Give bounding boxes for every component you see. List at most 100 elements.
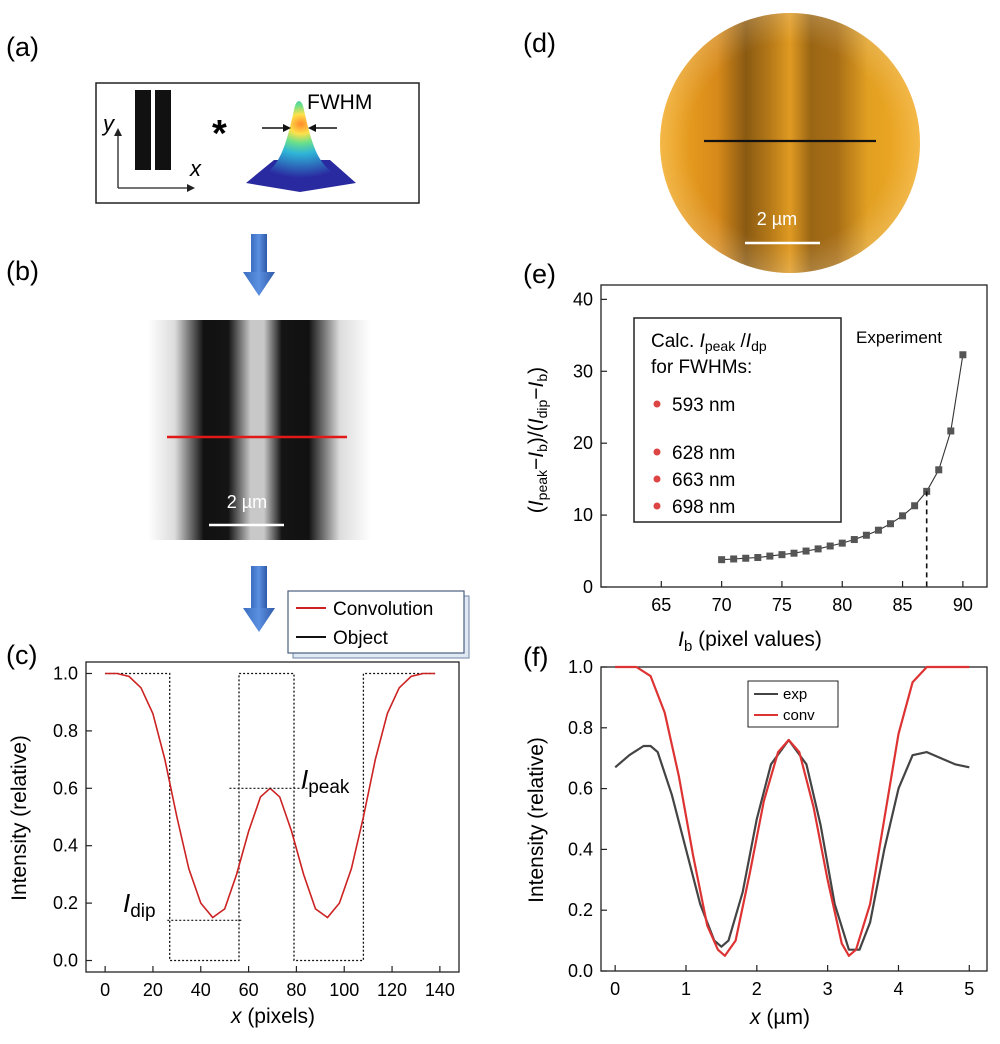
- legend-item-convolution: Convolution: [333, 599, 433, 620]
- chart-e-legend-box: [633, 317, 842, 523]
- legend-box: [287, 590, 465, 654]
- data-point: [742, 554, 750, 562]
- x-tick-label: 80: [286, 980, 306, 1000]
- chart-f: 0 1 2 3 4 5 0.0 0.2 0.4 0.6 0.8 1.0 exp conv x (µm)…: [525, 657, 988, 1029]
- data-point: [850, 536, 858, 544]
- legend-item-object: Object: [333, 628, 389, 649]
- chart-f-legend-box: [747, 680, 839, 728]
- data-point: [838, 539, 846, 547]
- y-tick-label: 1.0: [53, 663, 78, 683]
- panel-label-a: (a): [6, 32, 39, 62]
- x-tick-label: 60: [239, 980, 259, 1000]
- data-point: [899, 512, 907, 520]
- x-tick-label: 0: [610, 979, 620, 999]
- data-point: [887, 520, 894, 528]
- panel-label-c: (c): [6, 640, 37, 670]
- series-conv: [615, 665, 970, 957]
- y-tick-label: 0.6: [568, 779, 593, 799]
- data-point: [718, 556, 726, 564]
- chart-f-xlabel: x (µm): [749, 1006, 810, 1029]
- chart-e-frame: [600, 284, 988, 588]
- scalebar-label: 2 µm: [227, 492, 267, 512]
- x-tick-label: 75: [772, 595, 792, 615]
- x-tick-label: 2: [752, 979, 762, 999]
- y-tick-label: 0.4: [53, 836, 78, 856]
- data-point: [862, 531, 870, 539]
- x-tick-label: 1: [681, 979, 691, 999]
- x-tick-label: 90: [953, 595, 973, 615]
- chart-c-xlabel: x (pixels): [230, 1005, 315, 1028]
- y-tick-label: 0.6: [53, 778, 78, 798]
- legend-item-conv: conv: [783, 707, 815, 724]
- y-tick-label: 0.4: [568, 839, 593, 859]
- x-tick-label: 20: [143, 980, 163, 1000]
- x-tick-label: 70: [712, 595, 732, 615]
- experimental-image-rim: [660, 13, 920, 273]
- data-point: [766, 552, 774, 560]
- x-tick-label: 40: [191, 980, 211, 1000]
- data-point: [802, 547, 810, 555]
- x-tick-label: 120: [377, 980, 407, 1000]
- arrowhead-icon: [187, 184, 195, 192]
- legend-item-593: 593 nm: [672, 395, 735, 416]
- y-tick-label: 0.2: [568, 900, 593, 920]
- series-exp: [614, 738, 970, 951]
- chart-f-frame: [600, 666, 988, 972]
- y-tick-label: 0.2: [53, 893, 78, 913]
- chart-c: 0 20 40 60 80 100 120 140 0.0 0.2 0.4 0.6 0.8 1.0 Con…: [8, 590, 470, 1028]
- object-bar-left: [135, 90, 151, 170]
- scalebar-label: 2 µm: [757, 209, 797, 229]
- x-tick-label: 80: [832, 595, 852, 615]
- data-point: [754, 554, 762, 562]
- data-point: [874, 526, 882, 534]
- chart-c-ylabel: Intensity (relative): [8, 735, 31, 901]
- legend-dot: [653, 448, 661, 456]
- y-tick-label: 20: [573, 433, 593, 453]
- down-arrow-icon: [243, 234, 275, 296]
- data-point: [935, 466, 943, 474]
- panel-label-d: (d): [523, 28, 556, 58]
- legend-item-628: 628 nm: [672, 443, 735, 464]
- annotation-idip: Idip: [123, 888, 156, 922]
- y-tick-label: 0.0: [568, 961, 593, 981]
- x-tick-label: 100: [329, 980, 359, 1000]
- arrowhead-icon: [283, 124, 291, 132]
- panel-label-e: (e): [523, 259, 556, 289]
- x-tick-label: 5: [964, 979, 974, 999]
- x-tick-label: 0: [100, 980, 110, 1000]
- x-tick-label: 4: [893, 979, 903, 999]
- legend-item-698: 698 nm: [672, 497, 735, 518]
- arrowhead-icon: [114, 128, 122, 136]
- data-point: [778, 551, 786, 559]
- chart-f-ylabel: Intensity (relative): [525, 737, 548, 903]
- object-bar-right: [155, 90, 171, 170]
- data-point: [826, 542, 834, 550]
- convolved-image: [148, 320, 371, 540]
- convolution-operator: *: [212, 113, 227, 155]
- panel-label-f: (f): [523, 642, 548, 672]
- legend-title-line2: for FWHMs:: [651, 357, 752, 378]
- y-tick-label: 0.8: [53, 721, 78, 741]
- data-point: [814, 545, 822, 553]
- y-tick-label: 0: [583, 577, 593, 597]
- x-tick-label: 140: [425, 980, 455, 1000]
- panel-a-axis-x: x: [189, 156, 202, 181]
- legend-dot: [653, 502, 661, 510]
- fwhm-label: FWHM: [307, 91, 372, 114]
- chart-c-frame: [85, 661, 460, 973]
- chart-e: 65 70 75 80 85 90 0 10 20 30 40 Experiment Calc. I…: [525, 284, 988, 655]
- annotation-ipeak: Ipeak: [301, 764, 350, 798]
- data-point: [959, 351, 967, 359]
- y-tick-label: 0.0: [53, 951, 78, 971]
- legend-title-line1: Calc. Ipeak /Idp: [651, 331, 767, 354]
- legend-item-exp: exp: [783, 686, 807, 703]
- data-point: [790, 549, 798, 557]
- down-arrow-icon: [243, 566, 275, 632]
- x-tick-label: 3: [823, 979, 833, 999]
- panel-label-b: (b): [6, 256, 39, 286]
- chart-e-ylabel: (Ipeak−Ib)/(Idip−Ib): [525, 367, 550, 513]
- legend-dot: [653, 400, 661, 408]
- y-tick-label: 40: [573, 289, 593, 309]
- x-tick-label: 65: [651, 595, 671, 615]
